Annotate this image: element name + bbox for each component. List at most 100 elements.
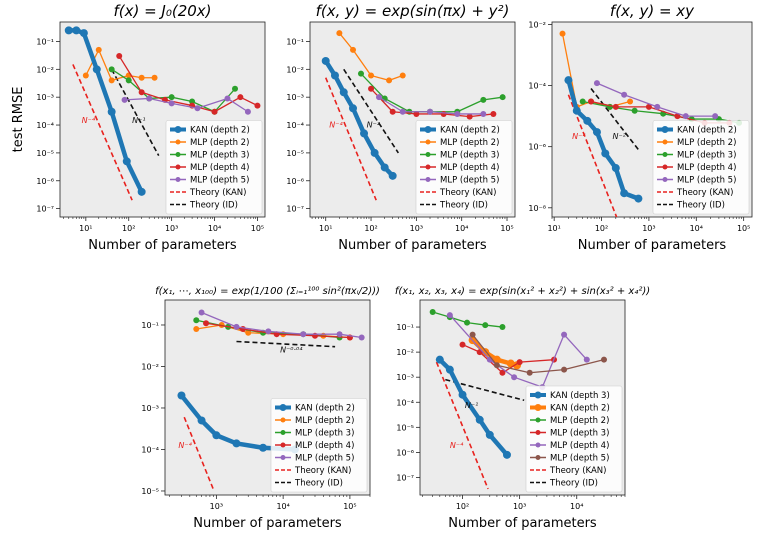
- annotation-label: N⁻²: [612, 132, 626, 141]
- data-point: [445, 365, 454, 374]
- theory-line: [324, 77, 377, 201]
- x-tick-label: 10²: [456, 502, 469, 511]
- data-point: [386, 77, 393, 84]
- data-point: [712, 113, 719, 120]
- legend-marker: [661, 126, 669, 133]
- data-point: [125, 77, 132, 84]
- legend-marker: [425, 177, 431, 182]
- y-tick-label: 10⁻⁴: [141, 445, 159, 454]
- theory-line: [110, 68, 160, 156]
- x-tick-label: 10⁴: [690, 224, 703, 233]
- data-point: [330, 71, 339, 80]
- legend-label: KAN (depth 3): [550, 391, 610, 401]
- data-point: [493, 362, 500, 369]
- data-point: [370, 148, 379, 157]
- data-point: [212, 431, 221, 440]
- legend-label: MLP (depth 3): [550, 429, 609, 439]
- data-point: [121, 96, 128, 103]
- y-tick-label: 10⁻⁵: [36, 149, 54, 158]
- data-point: [502, 450, 511, 459]
- legend-label: MLP (depth 4): [550, 441, 609, 451]
- data-point: [193, 317, 200, 324]
- data-point: [339, 88, 348, 97]
- y-tick-label: 10⁻²: [286, 65, 304, 74]
- data-point: [413, 110, 420, 117]
- legend-label: MLP (depth 5): [295, 454, 354, 464]
- data-point: [116, 53, 123, 60]
- data-point: [138, 74, 145, 81]
- legend-label: KAN (depth 2): [295, 404, 355, 414]
- data-point: [499, 324, 506, 331]
- y-tick-label: 10⁻³: [286, 93, 304, 102]
- data-point: [198, 309, 205, 316]
- data-point: [177, 391, 186, 400]
- data-point: [399, 108, 406, 115]
- legend-marker: [662, 177, 668, 182]
- data-point: [645, 103, 652, 110]
- data-point: [429, 308, 436, 315]
- legend-marker: [534, 391, 542, 399]
- legend-box: [270, 398, 368, 493]
- y-tick-label: 10⁻²: [528, 20, 546, 29]
- legend-label: MLP (depth 4): [295, 441, 354, 451]
- data-point: [475, 415, 484, 424]
- theory-line: [72, 64, 133, 201]
- y-tick-label: 10⁻²: [36, 65, 54, 74]
- data-point: [92, 65, 101, 74]
- data-point: [427, 108, 434, 115]
- data-point: [82, 72, 89, 79]
- x-tick-label: 10²: [122, 224, 135, 233]
- annotation-label: N⁻⁴: [82, 116, 96, 125]
- legend-label: Theory (KAN): [439, 188, 496, 198]
- data-point: [336, 331, 343, 338]
- legend-label: KAN (depth 2): [677, 126, 737, 136]
- theory-line: [236, 340, 336, 348]
- data-point: [211, 108, 218, 115]
- x-axis-label: Number of parameters: [193, 516, 342, 531]
- y-tick-label: 10⁻¹: [141, 321, 159, 330]
- data-point: [583, 356, 590, 363]
- chart-title: f(x, y) = exp(sin(πx) + y²): [316, 2, 510, 20]
- legend-label: Theory (ID): [439, 201, 488, 211]
- data-point: [168, 100, 175, 107]
- legend-marker: [424, 126, 432, 133]
- y-tick-label: 10⁻³: [36, 93, 54, 102]
- legend-label: MLP (depth 2): [190, 138, 249, 148]
- data-point: [380, 163, 389, 172]
- data-point: [620, 189, 629, 198]
- series-line: [179, 394, 296, 452]
- legend-marker: [175, 152, 181, 157]
- x-tick-label: 10²: [595, 224, 608, 233]
- data-point: [108, 66, 115, 73]
- data-point: [559, 30, 566, 37]
- legend-marker: [175, 164, 181, 170]
- data-point: [516, 359, 523, 366]
- data-point: [454, 110, 461, 117]
- data-point: [368, 72, 375, 79]
- data-point: [490, 110, 497, 117]
- annotation-label: N⁻⁴: [450, 441, 464, 450]
- annotation-label: N⁻¹: [132, 116, 145, 125]
- plot-p1: f(x) = J₀(20x) 10¹ 10² 10³ 10⁴ 10⁵ 10⁻⁷ 10⁻⁶ 10⁻…: [11, 2, 266, 253]
- data-point: [72, 26, 81, 35]
- data-point: [480, 96, 487, 103]
- x-axis-label: Number of parameters: [448, 516, 597, 531]
- y-tick-label: 10⁻¹: [286, 37, 304, 46]
- legend-marker: [662, 152, 668, 157]
- legend-marker: [425, 164, 431, 170]
- x-tick-label: 10³: [210, 502, 223, 511]
- legend-marker: [535, 442, 541, 448]
- y-tick-label: 10⁻⁶: [396, 448, 414, 457]
- legend-label: Theory (ID): [294, 479, 343, 489]
- data-point: [194, 105, 201, 112]
- x-tick-label: 10²: [364, 224, 377, 233]
- y-tick-label: 10⁻⁴: [36, 121, 54, 130]
- data-point: [600, 356, 607, 363]
- x-tick-label: 10⁴: [208, 224, 221, 233]
- data-point: [357, 70, 364, 77]
- data-point: [376, 94, 383, 101]
- data-point: [579, 98, 586, 105]
- data-point: [499, 369, 506, 376]
- data-point: [564, 76, 573, 85]
- data-point: [350, 46, 357, 53]
